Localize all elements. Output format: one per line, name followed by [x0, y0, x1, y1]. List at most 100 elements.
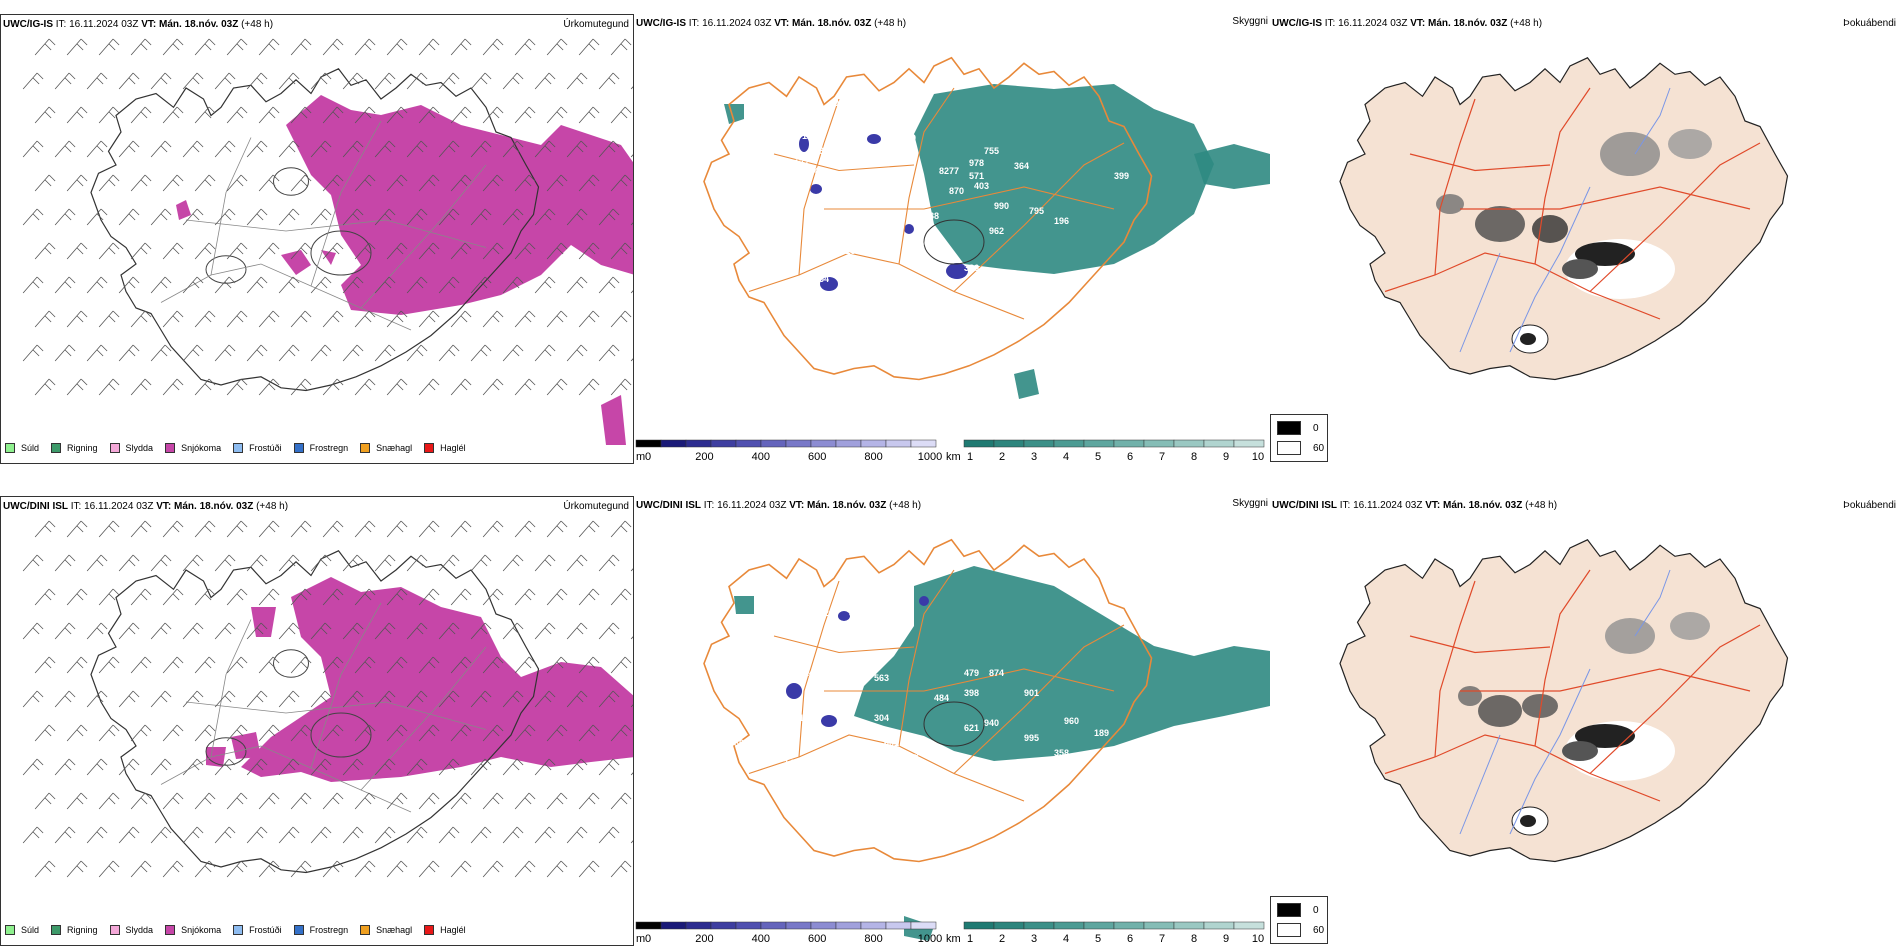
legend-swatch: [109, 443, 120, 453]
wind-barb-icon: [342, 344, 364, 362]
wind-barb-icon: [514, 588, 536, 606]
wind-barb-icon: [34, 792, 56, 810]
road: [210, 619, 252, 758]
wind-barb-icon: [354, 174, 376, 192]
ceiling-colorbar-segment: [735, 439, 762, 448]
land-area: [1339, 57, 1789, 381]
wind-barb-icon: [258, 242, 280, 260]
wind-barb-icon: [162, 792, 184, 810]
wind-barb-icon: [470, 72, 492, 90]
fog-area: [1562, 741, 1598, 761]
wind-barb-icon: [514, 310, 536, 328]
visibility-value: 124: [934, 244, 949, 254]
wind-barb-icon: [342, 140, 364, 158]
precip-legend-item: Rigning: [51, 443, 98, 453]
visibility-value: 203: [890, 276, 905, 286]
wind-barb-icon: [34, 860, 56, 878]
wind-barb-icon: [66, 242, 88, 260]
ceiling-area: [821, 715, 837, 727]
wind-barb-icon: [98, 310, 120, 328]
visibility-colorbar-segment: [1053, 921, 1085, 930]
wind-barb-icon: [598, 208, 620, 226]
visibility-value: 343: [834, 191, 849, 201]
fog-area: [1562, 259, 1598, 279]
road: [748, 252, 1025, 320]
wind-barb-icon: [246, 208, 268, 226]
wind-barb-icon: [566, 826, 588, 844]
visibility-tick: 5: [1095, 933, 1101, 945]
wind-barb-icon: [438, 140, 460, 158]
wind-barb-icon: [566, 208, 588, 226]
legend-swatch: [293, 925, 304, 935]
wind-barb-icon: [162, 38, 184, 56]
wind-barb-icon: [342, 554, 364, 572]
visibility-panel-bottom: UWC/DINI ISL IT: 16.11.2024 03Z VT: Mán.…: [634, 496, 1270, 946]
fog-title-top: UWC/IG-IS IT: 16.11.2024 03Z VT: Mán. 18…: [1272, 18, 1543, 29]
wind-barb-icon: [86, 690, 108, 708]
fog-name-top: Þokuábendi: [1843, 18, 1896, 29]
fog-legend-item: 0: [1277, 903, 1319, 917]
visibility-area: [734, 596, 754, 614]
visibility-colorbar-segment: [1143, 921, 1175, 930]
wind-barb-icon: [502, 276, 524, 294]
legend-label: Frostúði: [249, 925, 282, 935]
wind-barb-icon: [578, 106, 600, 124]
wind-barb-icon: [194, 724, 216, 742]
visibility-area: [1014, 369, 1039, 399]
glacier-outline: [310, 230, 372, 276]
wind-barb-icon: [610, 860, 632, 878]
wind-barb-icon: [546, 588, 568, 606]
legend-swatch: [165, 443, 176, 453]
wind-barb-icon: [182, 208, 204, 226]
wind-barb-icon: [386, 38, 408, 56]
fog-legend-label: 60: [1313, 924, 1325, 936]
wind-barb-icon: [150, 72, 172, 90]
wind-barb-icon: [418, 588, 440, 606]
wind-barb-icon: [342, 826, 364, 844]
wind-barb-icon: [610, 38, 632, 56]
wind-barb-icon: [354, 588, 376, 606]
visibility-value: 403: [974, 181, 989, 191]
ceiling-unit: m: [636, 933, 645, 945]
wind-barb-icon: [194, 38, 216, 56]
wind-barb-icon: [246, 140, 268, 158]
visibility-colorbar-segment: [1173, 439, 1205, 448]
wind-barb-icon: [310, 758, 332, 776]
visibility-value: 150: [834, 146, 849, 156]
wind-barb-icon: [418, 310, 440, 328]
wind-barb-icon: [566, 72, 588, 90]
wind-barb-icon: [118, 140, 140, 158]
wind-barb-icon: [182, 554, 204, 572]
wind-barb-icon: [374, 826, 396, 844]
ceiling-colorbar-segment: [860, 439, 887, 448]
wind-barb-icon: [514, 724, 536, 742]
visibility-value: 755: [984, 146, 999, 156]
wind-barb-icon: [482, 378, 504, 396]
ceiling-area: [946, 263, 968, 279]
wind-barb-icon: [514, 174, 536, 192]
wind-barb-icon: [54, 622, 76, 640]
wind-barb-icon: [150, 208, 172, 226]
wind-barb-icon: [98, 106, 120, 124]
wind-barb-icon: [150, 826, 172, 844]
ceiling-colorbar-segment: [635, 439, 662, 448]
visibility-value: 803: [784, 186, 799, 196]
ceiling-colorbar-segment: [910, 921, 937, 930]
wind-barb-icon: [182, 690, 204, 708]
visibility-value: 230: [814, 146, 829, 156]
wind-barb-icon: [418, 378, 440, 396]
visibility-colorbar-segment: [1173, 921, 1205, 930]
wind-barb-icon: [214, 622, 236, 640]
road: [1384, 252, 1661, 320]
ceiling-tick: 400: [752, 451, 770, 463]
wind-barb-icon: [182, 344, 204, 362]
wind-barb-icon: [578, 174, 600, 192]
wind-barb-icon: [322, 656, 344, 674]
wind-barb-icon: [66, 38, 88, 56]
colorbars-top: m 0 200 400 600 800 1000 km 1 2 3 4 5 6 7 8 9 10: [635, 439, 1265, 463]
visibility-value: 978: [969, 158, 984, 168]
wind-barb-icon: [438, 826, 460, 844]
wind-barb-icon: [502, 140, 524, 158]
wind-barb-icon: [610, 588, 632, 606]
ceiling-area: [820, 277, 838, 291]
